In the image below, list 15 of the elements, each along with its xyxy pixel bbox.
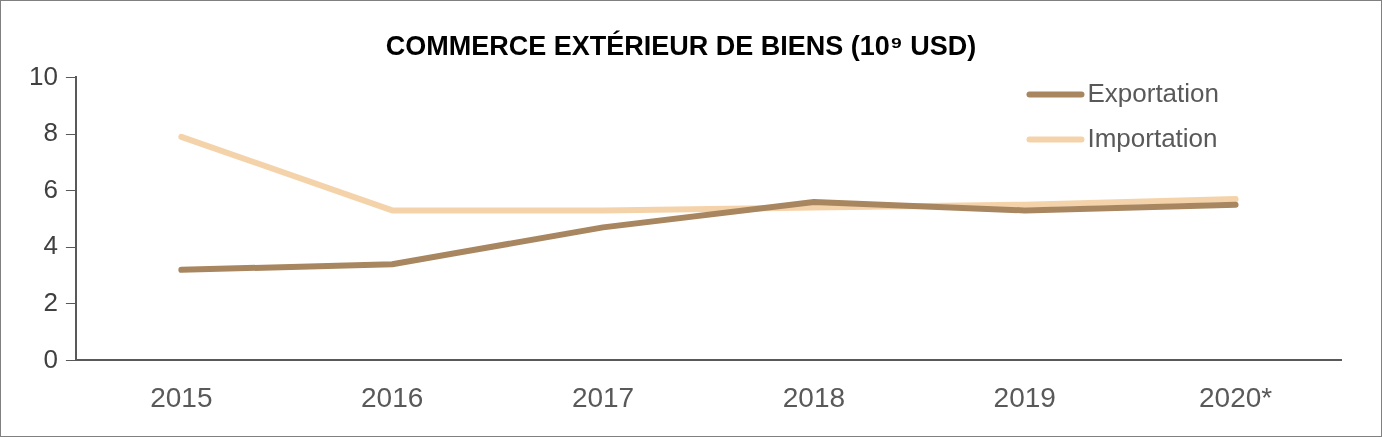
x-tick-label: 2018 [782, 381, 846, 413]
y-tick-label: 2 [43, 286, 58, 317]
x-tick-label: 2016 [361, 381, 424, 413]
x-tick-label: 2015 [150, 381, 213, 413]
y-tick-label: 6 [43, 173, 58, 204]
y-tick-label: 0 [43, 343, 58, 374]
y-tick-label: 4 [43, 230, 58, 261]
y-tick-label: 10 [29, 60, 58, 91]
y-tick-label: 8 [43, 117, 58, 148]
x-tick-label: 2017 [571, 381, 635, 413]
legend-label: Exportation [1087, 77, 1220, 108]
x-tick-label: 2019 [993, 381, 1056, 413]
chart-title: COMMERCE EXTÉRIEUR DE BIENS (10⁹ USD) [385, 29, 977, 61]
legend-label: Importation [1087, 122, 1218, 153]
x-tick-label: 2020* [1198, 381, 1273, 413]
